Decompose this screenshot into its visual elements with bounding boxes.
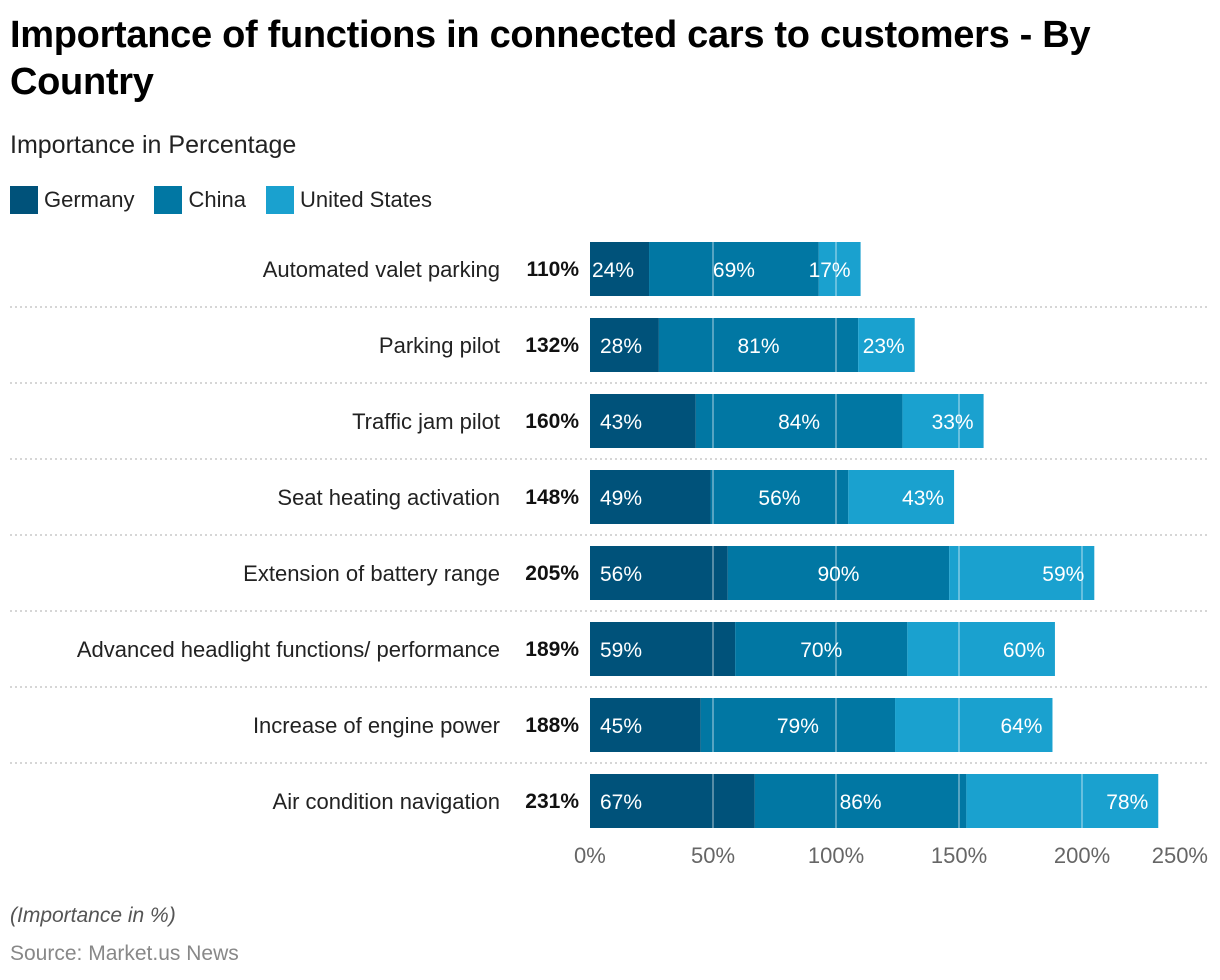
total-label-air-condition-navigation: 231% [525,790,579,813]
bar-germany-seat-heating-activation [590,470,711,524]
x-tick-label: 250% [1152,843,1208,868]
legend-label-united-states: United States [299,187,433,212]
total-label-increase-of-engine-power: 188% [525,714,579,737]
x-tick-label: 50% [691,843,735,868]
value-label-germany-air-condition-navigation: 67% [600,791,642,814]
legend-item-china: China [154,186,246,214]
value-label-germany-parking-pilot: 28% [600,335,642,358]
legend: Germany China United States [10,186,452,214]
footer-source: Source: Market.us News [10,942,239,965]
bar-united-states-extension-of-battery-range [949,546,1095,600]
value-label-china-increase-of-engine-power: 79% [777,715,819,738]
bar-united-states-advanced-headlight-functions-performance [907,622,1055,676]
bar-united-states-seat-heating-activation [848,470,955,524]
category-label-advanced-headlight-functions-performance: Advanced headlight functions/ performanc… [77,637,500,662]
bar-china-extension-of-battery-range [727,546,950,600]
bar-china-parking-pilot [658,318,859,372]
bar-germany-automated-valet-parking [590,242,650,296]
bar-germany-advanced-headlight-functions-performance [590,622,736,676]
chart-title: Importance of functions in connected car… [10,14,1091,103]
category-label-seat-heating-activation: Seat heating activation [277,485,500,510]
bar-united-states-air-condition-navigation [966,774,1159,828]
total-label-advanced-headlight-functions-performance: 189% [525,638,579,661]
value-label-united-states-parking-pilot: 23% [863,335,905,358]
value-label-china-air-condition-navigation: 86% [840,791,882,814]
category-label-traffic-jam-pilot: Traffic jam pilot [352,409,500,434]
category-label-air-condition-navigation: Air condition navigation [273,789,500,814]
value-label-china-traffic-jam-pilot: 84% [778,411,820,434]
x-tick-label: 0% [574,843,606,868]
value-label-united-states-air-condition-navigation: 78% [1106,791,1148,814]
value-label-china-automated-valet-parking: 69% [713,259,755,282]
x-tick-label: 100% [808,843,864,868]
bar-united-states-automated-valet-parking [818,242,861,296]
legend-label-germany: Germany [44,187,135,212]
bar-germany-traffic-jam-pilot [590,394,696,448]
value-label-united-states-traffic-jam-pilot: 33% [932,411,974,434]
category-label-extension-of-battery-range: Extension of battery range [243,561,500,586]
total-label-traffic-jam-pilot: 160% [525,410,579,433]
total-label-automated-valet-parking: 110% [526,258,579,281]
value-label-germany-seat-heating-activation: 49% [600,487,642,510]
value-label-united-states-increase-of-engine-power: 64% [1000,715,1042,738]
total-label-seat-heating-activation: 148% [525,486,579,509]
legend-item-germany: Germany [10,186,134,214]
value-label-united-states-advanced-headlight-functions-performance: 60% [1003,639,1045,662]
x-tick-label: 150% [931,843,987,868]
bar-germany-increase-of-engine-power [590,698,701,752]
legend-label-china: China [188,187,246,212]
category-label-automated-valet-parking: Automated valet parking [263,257,500,282]
bar-united-states-increase-of-engine-power [895,698,1053,752]
legend-swatch-germany [10,186,38,214]
category-label-increase-of-engine-power: Increase of engine power [253,713,500,738]
value-label-germany-advanced-headlight-functions-performance: 59% [600,639,642,662]
value-label-united-states-automated-valet-parking: 17% [809,259,851,282]
x-tick-label: 200% [1054,843,1110,868]
footer-note: (Importance in %) [10,904,176,927]
value-label-germany-automated-valet-parking: 24% [592,259,634,282]
bar-china-air-condition-navigation [754,774,967,828]
bar-china-advanced-headlight-functions-performance [735,622,908,676]
value-label-china-advanced-headlight-functions-performance: 70% [800,639,842,662]
legend-item-united-states: United States [265,186,433,214]
value-label-china-parking-pilot: 81% [737,335,779,358]
total-label-extension-of-battery-range: 205% [525,562,579,585]
value-label-china-seat-heating-activation: 56% [758,487,800,510]
chart-subtitle: Importance in Percentage [10,131,297,159]
bar-china-automated-valet-parking [649,242,819,296]
value-label-germany-increase-of-engine-power: 45% [600,715,642,738]
bar-united-states-parking-pilot [858,318,915,372]
value-label-united-states-seat-heating-activation: 43% [902,487,944,510]
category-label-parking-pilot: Parking pilot [379,333,500,358]
bar-china-traffic-jam-pilot [695,394,903,448]
value-label-china-extension-of-battery-range: 90% [817,563,859,586]
bar-germany-air-condition-navigation [590,774,755,828]
bar-united-states-traffic-jam-pilot [902,394,984,448]
value-label-germany-extension-of-battery-range: 56% [600,563,642,586]
bar-germany-extension-of-battery-range [590,546,728,600]
legend-swatch-united-states [265,186,294,214]
legend-swatch-china [154,186,183,214]
value-label-united-states-extension-of-battery-range: 59% [1042,563,1084,586]
bar-china-seat-heating-activation [710,470,849,524]
value-label-germany-traffic-jam-pilot: 43% [600,411,642,434]
total-label-parking-pilot: 132% [525,334,579,357]
bar-china-increase-of-engine-power [700,698,896,752]
bar-germany-parking-pilot [590,318,659,372]
